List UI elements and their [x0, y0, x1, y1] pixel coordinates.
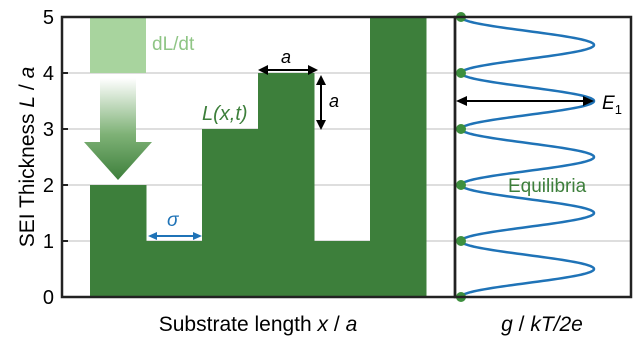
- growth-rate-block: [90, 18, 146, 73]
- y-tick-label: 0: [43, 287, 54, 309]
- sei-step: [90, 185, 147, 297]
- right-gridlines: [455, 72, 631, 242]
- growth-rate-label: dL/dt: [152, 34, 195, 55]
- sei-step: [146, 241, 203, 297]
- sei-step: [370, 17, 427, 297]
- surface-label: L(x,t): [202, 103, 248, 125]
- equilibrium-point: [456, 68, 466, 78]
- g-axis-label: g / kT/2e: [501, 313, 583, 336]
- barrier-annotation: E1: [456, 93, 622, 117]
- y-tick-label: 1: [43, 231, 54, 253]
- barrier-subscript: 1: [615, 102, 622, 117]
- y-tick-label: 3: [43, 119, 54, 141]
- y-tick-label: 5: [43, 7, 54, 29]
- svg-text:E1: E1: [602, 93, 622, 117]
- barrier-label: E: [602, 93, 615, 114]
- step-height-annotation: a: [316, 75, 339, 130]
- potential-curve: [459, 16, 596, 298]
- equilibrium-point: [456, 236, 466, 246]
- growth-arrow-icon: [84, 78, 152, 180]
- right-axes-frame: [453, 15, 633, 299]
- y-axis-ticks: 0 1 2 3 4 5: [43, 7, 68, 309]
- y-tick-label: 4: [43, 63, 54, 85]
- step-width-annotation: a: [258, 47, 318, 75]
- y-tick-label: 2: [43, 175, 54, 197]
- step-height-label: a: [329, 91, 339, 111]
- sigma-annotation: σ: [148, 210, 202, 240]
- x-axis-label: Substrate length x / a: [159, 313, 358, 336]
- sigma-label: σ: [167, 210, 180, 231]
- sei-step: [202, 129, 259, 297]
- sei-step: [314, 241, 371, 297]
- sei-profile: [90, 17, 427, 297]
- step-width-label: a: [281, 47, 291, 67]
- equilibrium-point: [456, 180, 466, 190]
- equilibria-points: [456, 12, 466, 302]
- equilibria-label: Equilibria: [508, 176, 587, 197]
- sei-step: [258, 73, 315, 297]
- equilibrium-point: [456, 124, 466, 134]
- y-axis-label: SEI Thickness L / a: [16, 67, 39, 248]
